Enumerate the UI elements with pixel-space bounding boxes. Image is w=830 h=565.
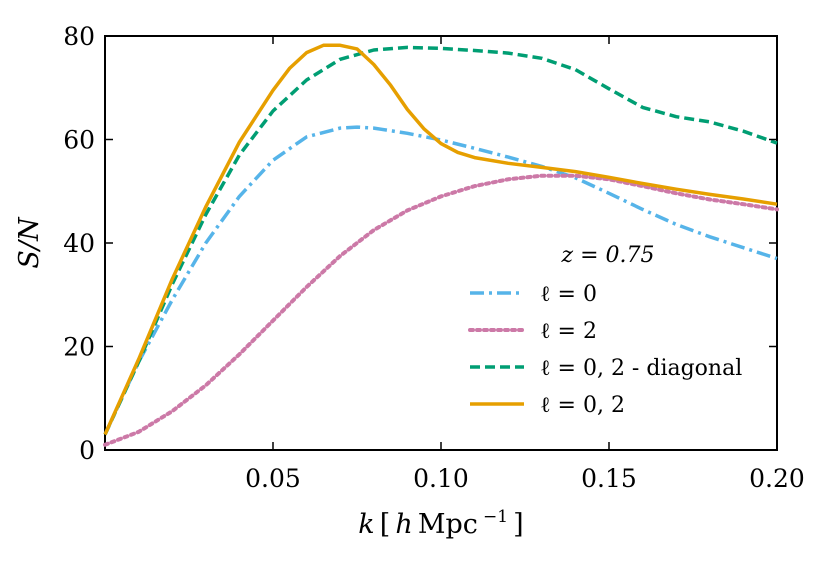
y-tick-label: 0 bbox=[79, 436, 95, 465]
x-tick-label: 0.15 bbox=[581, 464, 637, 493]
series-line-2 bbox=[103, 45, 778, 436]
series-line-0 bbox=[103, 125, 778, 436]
x-axis-label: k [ h Mpc −1 ] bbox=[358, 507, 523, 540]
y-tick-label: 20 bbox=[63, 333, 95, 362]
legend-label-0: ℓ = 0 bbox=[540, 282, 597, 307]
series-layer bbox=[103, 43, 779, 447]
y-tick-label: 60 bbox=[63, 126, 95, 155]
x-tick-label: 0.20 bbox=[749, 464, 805, 493]
legend-label-3: ℓ = 0, 2 bbox=[540, 393, 625, 418]
legend: z = 0.75 ℓ = 0 ℓ = 2 ℓ = 0, 2 - diagonal ℓ =… bbox=[468, 243, 742, 418]
x-tick-label: 0.10 bbox=[413, 464, 469, 493]
legend-label-2: ℓ = 0, 2 - diagonal bbox=[540, 356, 742, 381]
y-axis-label: S/N bbox=[14, 216, 45, 269]
y-tick-label: 80 bbox=[63, 22, 95, 51]
ticks-layer: 0.05 0.10 0.15 0.20 0 20 40 60 80 bbox=[63, 22, 805, 493]
legend-title: z = 0.75 bbox=[561, 243, 655, 268]
series-line-1 bbox=[103, 173, 779, 447]
y-tick-label: 40 bbox=[63, 229, 95, 258]
series-line-3 bbox=[103, 43, 778, 436]
legend-label-1: ℓ = 2 bbox=[540, 319, 597, 344]
x-tick-label: 0.05 bbox=[245, 464, 301, 493]
